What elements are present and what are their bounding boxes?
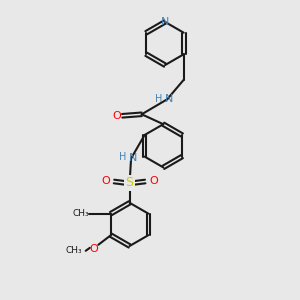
Text: O: O xyxy=(112,111,121,121)
Text: O: O xyxy=(101,176,110,187)
Text: CH₃: CH₃ xyxy=(73,209,89,218)
Text: S: S xyxy=(126,176,134,190)
Text: N: N xyxy=(164,94,173,104)
Text: O: O xyxy=(149,176,158,187)
Text: O: O xyxy=(89,244,98,254)
Text: H: H xyxy=(155,94,163,104)
Text: N: N xyxy=(161,17,169,27)
Text: N: N xyxy=(128,153,137,164)
Text: CH₃: CH₃ xyxy=(66,246,82,255)
Text: H: H xyxy=(119,152,126,162)
